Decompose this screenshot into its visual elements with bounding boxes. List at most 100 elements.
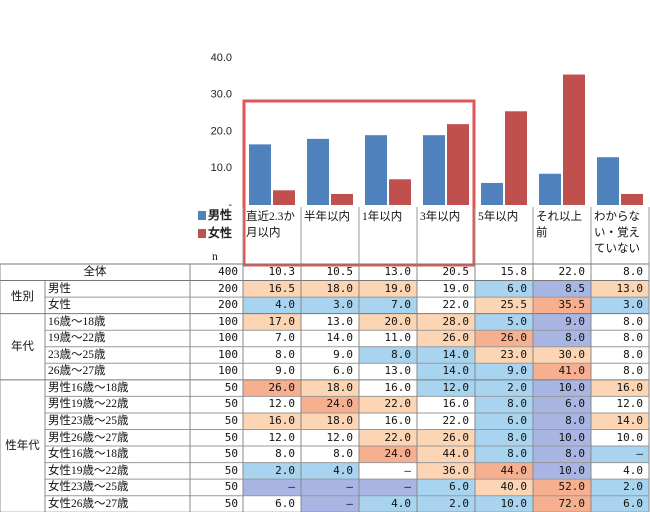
cell-value: 7.0 bbox=[391, 298, 411, 312]
row-label: 26歳～27歳 bbox=[48, 365, 106, 378]
cell-fill bbox=[301, 462, 359, 480]
cell-value: – bbox=[288, 480, 295, 494]
cell-value: 26.0 bbox=[500, 331, 528, 345]
cell-value: 10.3 bbox=[268, 265, 296, 278]
cell-fill bbox=[475, 412, 533, 430]
cell-fill bbox=[417, 446, 475, 463]
cell-fill bbox=[359, 412, 417, 430]
cell-value: 16.5 bbox=[268, 281, 296, 295]
cell-fill bbox=[475, 363, 533, 380]
y-tick-label: 10.0 bbox=[211, 162, 232, 174]
cell-fill bbox=[533, 297, 591, 314]
cell-value: 9.0 bbox=[275, 364, 295, 378]
cell-value: 16.0 bbox=[616, 380, 644, 394]
n-value: 50 bbox=[224, 380, 238, 394]
n-value: 100 bbox=[218, 331, 238, 345]
cell-value: 2.0 bbox=[623, 480, 643, 494]
cell-value: 6.0 bbox=[333, 364, 353, 378]
n-value: 400 bbox=[218, 265, 238, 278]
cell-value: 8.0 bbox=[623, 364, 643, 378]
cell-fill bbox=[301, 346, 359, 364]
cell-fill bbox=[359, 396, 417, 413]
cell-fill bbox=[417, 379, 475, 397]
cell-value: – bbox=[636, 447, 643, 461]
cell-value: 12.0 bbox=[326, 430, 354, 444]
n-value: 200 bbox=[218, 281, 238, 295]
cell-value: – bbox=[346, 480, 353, 494]
cell-value: 6.0 bbox=[565, 397, 585, 411]
row-label: 全体 bbox=[83, 266, 107, 278]
cell-fill bbox=[533, 313, 591, 331]
cell-fill bbox=[359, 429, 417, 447]
cell-value: 15.8 bbox=[500, 265, 528, 278]
cell-value: 22.0 bbox=[558, 265, 586, 278]
category-label: 直近2.3か月以内 bbox=[246, 211, 295, 239]
n-value: 50 bbox=[224, 496, 238, 510]
cell-fill bbox=[301, 379, 359, 397]
cell-value: 19.0 bbox=[442, 281, 470, 295]
cell-fill bbox=[475, 429, 533, 447]
cell-value: 12.0 bbox=[268, 430, 296, 444]
cell-value: – bbox=[346, 496, 353, 510]
cell-value: 5.0 bbox=[507, 314, 527, 328]
legend-swatch bbox=[198, 229, 206, 238]
cell-fill bbox=[417, 346, 475, 364]
cell-fill bbox=[591, 346, 649, 364]
bar bbox=[389, 179, 411, 205]
cell-fill bbox=[417, 462, 475, 480]
cell-fill bbox=[359, 297, 417, 314]
cell-fill bbox=[475, 379, 533, 397]
bar bbox=[539, 173, 561, 205]
cell-fill bbox=[417, 396, 475, 413]
cell-fill bbox=[417, 313, 475, 331]
bar bbox=[365, 135, 387, 205]
cell-fill bbox=[591, 363, 649, 380]
category-label: 3年以内 bbox=[420, 211, 461, 223]
cell-fill bbox=[417, 280, 475, 298]
cell-value: 44.0 bbox=[500, 463, 528, 477]
cell-fill bbox=[243, 297, 301, 314]
cell-value: 8.0 bbox=[507, 447, 527, 461]
cell-fill bbox=[243, 346, 301, 364]
cell-value: 9.0 bbox=[333, 347, 353, 361]
cell-value: 4.0 bbox=[623, 463, 643, 477]
cell-value: 12.0 bbox=[442, 380, 470, 394]
cell-value: 8.0 bbox=[623, 314, 643, 328]
cell-value: 13.0 bbox=[616, 281, 644, 295]
cell-value: 6.0 bbox=[623, 496, 643, 510]
row-label: 23歳～25歳 bbox=[48, 348, 106, 361]
cell-value: 22.0 bbox=[384, 430, 412, 444]
cell-fill bbox=[533, 346, 591, 364]
cell-value: 10.0 bbox=[616, 430, 644, 444]
cell-value: 12.0 bbox=[616, 397, 644, 411]
row-label: 女性19歳～22歳 bbox=[48, 464, 129, 477]
cell-fill bbox=[359, 462, 417, 480]
cell-fill bbox=[301, 280, 359, 298]
cell-fill bbox=[591, 495, 649, 512]
cell-fill bbox=[243, 396, 301, 413]
cell-fill bbox=[417, 363, 475, 380]
cell-fill bbox=[417, 429, 475, 447]
cell-value: 9.0 bbox=[507, 364, 527, 378]
cell-value: 26.0 bbox=[442, 331, 470, 345]
cell-value: 9.0 bbox=[565, 314, 585, 328]
cell-fill bbox=[359, 330, 417, 347]
cell-fill bbox=[533, 363, 591, 380]
bar bbox=[273, 190, 295, 205]
cell-fill bbox=[533, 330, 591, 347]
cell-fill bbox=[591, 412, 649, 430]
cell-fill bbox=[359, 313, 417, 331]
y-tick-label: 30.0 bbox=[211, 89, 232, 101]
cell-value: 18.0 bbox=[326, 281, 354, 295]
cell-value: 41.0 bbox=[558, 364, 586, 378]
cell-value: 30.0 bbox=[558, 347, 586, 361]
cell-fill bbox=[359, 379, 417, 397]
cell-value: 14.0 bbox=[442, 364, 470, 378]
cell-value: 26.0 bbox=[442, 430, 470, 444]
cell-fill bbox=[591, 429, 649, 447]
cell-fill bbox=[359, 280, 417, 298]
cell-value: 22.0 bbox=[442, 413, 470, 427]
cell-value: 4.0 bbox=[333, 463, 353, 477]
n-label: n bbox=[212, 251, 218, 263]
